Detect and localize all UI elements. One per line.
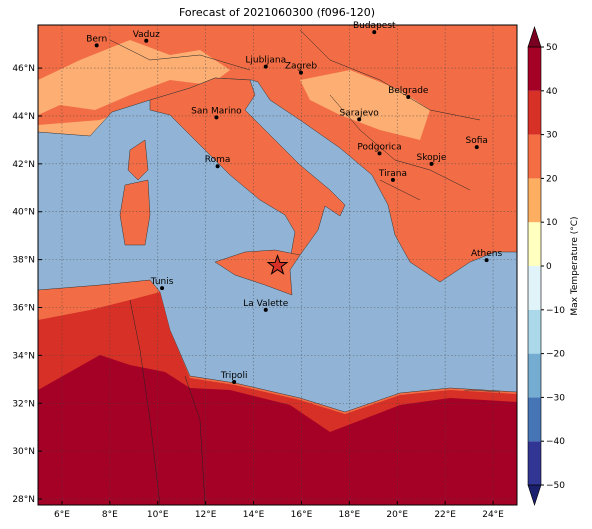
city-label: Budapest (353, 21, 396, 31)
colorbar-label: Max Temperature (°C) (570, 216, 580, 315)
corsica (127, 139, 149, 181)
city-marker (390, 177, 395, 182)
y-tick-label: 32°N (12, 399, 35, 409)
city-marker (474, 145, 479, 150)
city-marker (263, 64, 268, 69)
city-marker (429, 161, 434, 166)
y-tick-label: 44°N (12, 112, 35, 122)
gridlines (38, 25, 517, 505)
colorbar-segment (528, 47, 541, 91)
colorbar-tick-label: 30 (546, 131, 558, 141)
city-label: Zagreb (285, 62, 317, 72)
colorbar-segment (528, 266, 541, 310)
city-label: Tirana (378, 169, 407, 179)
city-marker (484, 258, 489, 263)
x-tick-label: 16°E (291, 510, 313, 520)
city-marker (144, 38, 149, 43)
colorbar-tick-label: −30 (546, 393, 565, 403)
borders (109, 29, 481, 505)
x-tick-label: 6°E (54, 510, 70, 520)
sardinia (119, 179, 151, 246)
city-marker (215, 164, 220, 169)
city-label: Roma (205, 155, 231, 165)
city-label: Tripoli (220, 371, 248, 381)
city-label: Sofia (466, 136, 488, 146)
city-label: Belgrade (388, 86, 429, 96)
colorbar-segment (528, 90, 541, 135)
y-tick-label: 46°N (12, 64, 35, 74)
x-tick-label: 22°E (434, 510, 456, 520)
colorbar-under (527, 484, 542, 506)
x-tick-label: 10°E (147, 510, 169, 520)
x-tick-label: 24°E (482, 510, 504, 520)
x-tick-label: 14°E (243, 510, 265, 520)
city-label: Ljubljana (245, 56, 286, 66)
city-marker (298, 70, 303, 75)
colorbar-tick-label: −10 (546, 306, 565, 316)
coast-field (38, 100, 150, 140)
city-label: Tunis (150, 277, 174, 287)
x-tick-label: 8°E (102, 510, 118, 520)
colorbar-segment (528, 353, 541, 398)
x-tick-label: 20°E (386, 510, 408, 520)
colorbar-tick-label: −20 (546, 350, 565, 360)
colorbar-segment (528, 134, 541, 179)
y-tick-label: 38°N (12, 256, 35, 266)
city-marker (406, 95, 411, 100)
colorbar-tick-label: 0 (546, 262, 552, 272)
city-label: Podgorica (357, 142, 401, 152)
star-marker (266, 254, 289, 275)
colorbar-tick-label: 10 (546, 218, 558, 228)
colorbar-tick-label: 40 (546, 87, 558, 97)
x-tick-label: 18°E (339, 510, 361, 520)
y-tick-label: 40°N (12, 208, 35, 218)
colorbar-segment (528, 309, 541, 354)
colorbar-tick-label: 20 (546, 174, 558, 184)
colorbar-over (527, 26, 542, 48)
city-marker (232, 379, 237, 384)
city-marker (357, 117, 362, 122)
y-tick-label: 42°N (12, 160, 35, 170)
colorbar-segment (528, 441, 541, 485)
city-label: Sarajevo (340, 108, 380, 118)
balkan-field (300, 70, 430, 140)
city-label: Athens (471, 249, 502, 259)
map-frame (37, 24, 518, 506)
city-label: Bern (86, 34, 107, 44)
colorbar-segment (528, 222, 541, 266)
city-marker (214, 115, 219, 120)
city-label: San Marino (191, 106, 242, 116)
colorbar-segment (528, 178, 541, 223)
city-marker (377, 151, 382, 156)
alps-field (38, 40, 230, 115)
city-label: Skopje (417, 153, 447, 163)
y-tick-label: 34°N (12, 351, 35, 361)
y-tick-label: 36°N (12, 303, 35, 313)
city-label: La Valette (243, 299, 288, 309)
italy (149, 77, 346, 261)
city-marker (372, 30, 377, 35)
colorbar-tick-label: 50 (546, 43, 558, 53)
x-tick-label: 12°E (195, 510, 217, 520)
colorbar-segment (528, 397, 541, 442)
city-marker (263, 307, 268, 312)
y-tick-label: 28°N (12, 495, 35, 505)
chart-title: Forecast of 2021060300 (f096-120) (179, 6, 375, 19)
city-label: Vaduz (133, 30, 160, 40)
y-tick-label: 30°N (12, 447, 35, 457)
colorbar-tick-label: −40 (546, 437, 565, 447)
city-marker (160, 286, 165, 291)
colorbar-tick-label: −50 (546, 481, 565, 491)
city-marker (94, 43, 99, 48)
